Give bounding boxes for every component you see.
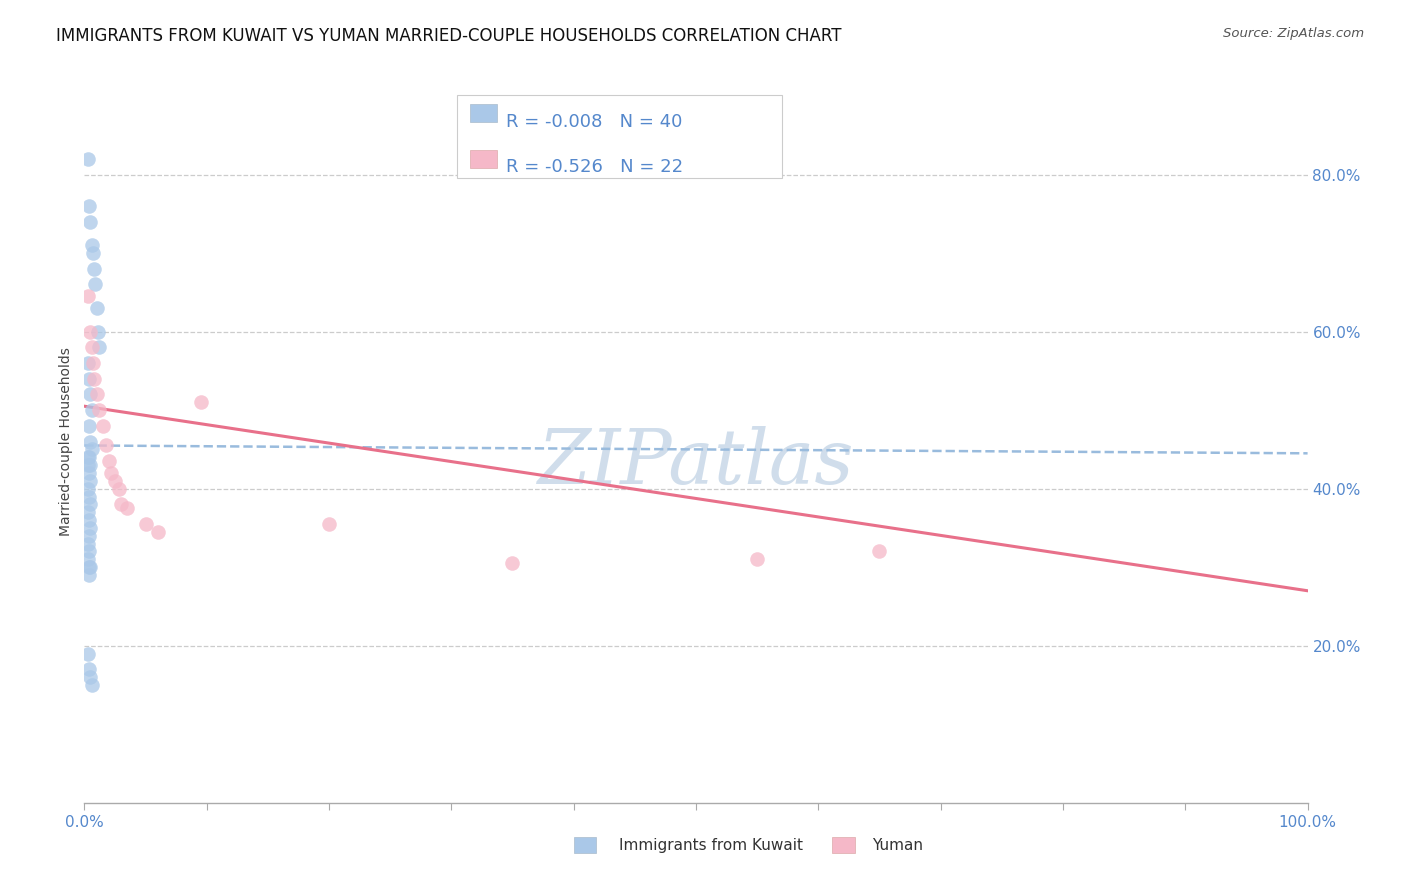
Point xyxy=(87,325,110,339)
Point xyxy=(318,516,340,531)
Point xyxy=(110,497,132,511)
Y-axis label: Married-couple Households: Married-couple Households xyxy=(59,347,73,536)
Point xyxy=(77,552,100,566)
Text: Source: ZipAtlas.com: Source: ZipAtlas.com xyxy=(1223,27,1364,40)
Point xyxy=(107,482,129,496)
Text: Yuman: Yuman xyxy=(872,838,922,853)
Point xyxy=(747,552,769,566)
Text: ZIPatlas: ZIPatlas xyxy=(537,426,855,500)
Point xyxy=(77,199,100,213)
Text: R = -0.526   N = 22: R = -0.526 N = 22 xyxy=(506,158,683,176)
Point xyxy=(77,544,100,558)
Bar xyxy=(832,837,855,853)
Point xyxy=(79,474,101,488)
Point xyxy=(80,403,103,417)
Point xyxy=(77,458,100,472)
Point xyxy=(79,387,101,401)
Point xyxy=(79,214,101,228)
Point xyxy=(77,529,100,543)
Point xyxy=(79,458,101,472)
FancyBboxPatch shape xyxy=(457,95,782,178)
Point xyxy=(77,152,100,166)
Point xyxy=(77,356,100,370)
Point xyxy=(77,505,100,519)
Point xyxy=(79,670,101,684)
Point xyxy=(77,466,100,480)
Point xyxy=(77,662,100,676)
Point xyxy=(100,466,122,480)
Point xyxy=(87,340,110,354)
Point xyxy=(77,450,100,465)
Point xyxy=(80,442,103,457)
Point xyxy=(80,238,103,252)
Point xyxy=(86,387,108,401)
Point xyxy=(115,501,138,516)
Point xyxy=(82,246,104,260)
Point xyxy=(86,301,108,315)
Point xyxy=(77,560,100,574)
Text: Immigrants from Kuwait: Immigrants from Kuwait xyxy=(619,838,803,853)
Point xyxy=(80,340,103,354)
Point xyxy=(77,536,100,550)
Point xyxy=(77,490,100,504)
Point xyxy=(82,356,104,370)
Point xyxy=(84,277,107,292)
Point xyxy=(135,516,157,531)
Point xyxy=(87,403,110,417)
Point xyxy=(190,395,212,409)
Point xyxy=(104,474,127,488)
Bar xyxy=(470,151,496,169)
Point xyxy=(77,513,100,527)
Point xyxy=(77,450,100,465)
Point xyxy=(77,289,100,303)
Point xyxy=(83,372,105,386)
Point xyxy=(79,521,101,535)
Point xyxy=(96,438,118,452)
Point xyxy=(77,372,100,386)
Point xyxy=(77,647,100,661)
Point xyxy=(146,524,169,539)
Bar xyxy=(470,104,496,122)
Point xyxy=(79,497,101,511)
Point xyxy=(77,568,100,582)
Point xyxy=(79,325,101,339)
Point xyxy=(502,556,524,570)
Point xyxy=(97,454,120,468)
Point xyxy=(869,544,891,558)
Text: IMMIGRANTS FROM KUWAIT VS YUMAN MARRIED-COUPLE HOUSEHOLDS CORRELATION CHART: IMMIGRANTS FROM KUWAIT VS YUMAN MARRIED-… xyxy=(56,27,842,45)
Point xyxy=(83,261,105,276)
Bar xyxy=(574,837,596,853)
Point xyxy=(77,418,100,433)
Point xyxy=(80,678,103,692)
Text: R = -0.008   N = 40: R = -0.008 N = 40 xyxy=(506,112,683,131)
Point xyxy=(77,482,100,496)
Point xyxy=(79,560,101,574)
Point xyxy=(91,418,114,433)
Point xyxy=(79,434,101,449)
